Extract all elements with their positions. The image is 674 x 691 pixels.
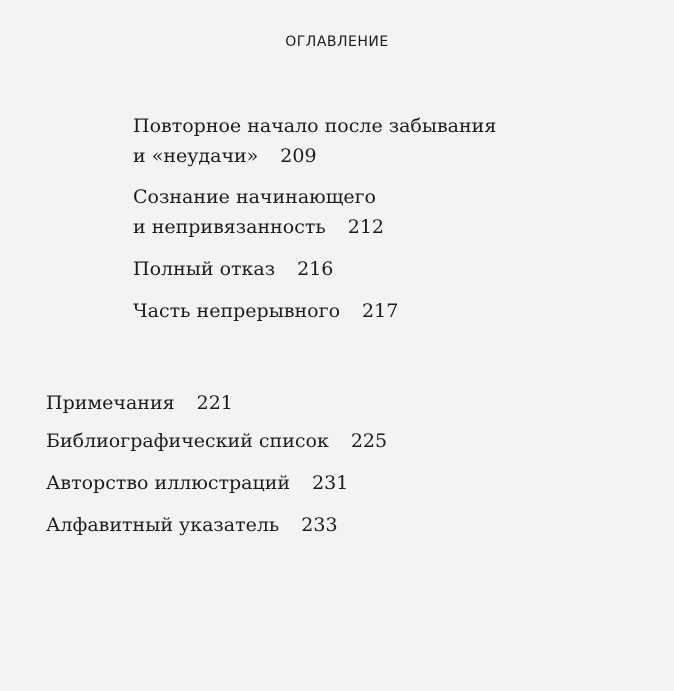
toc-entry: Авторство иллюстраций 231 [46,468,348,498]
toc-entry-title: Библиографический список [46,430,329,452]
toc-entry-title: и непривязанность [133,216,326,238]
toc-entry-title: Авторство иллюстраций [46,472,291,494]
toc-entry-title: Повторное начало после забывания [133,115,497,137]
toc-entry: Повторное начало после забывания и «неуд… [133,111,496,171]
toc-entry: Полный отказ 216 [133,254,333,284]
toc-entry-title: и «неудачи» [133,145,259,167]
toc-entry-title: Часть непрерывного [133,300,341,322]
toc-entry: Алфавитный указатель 233 [46,510,338,540]
toc-entry-title: Сознание начинающего [133,186,376,208]
toc-page-number: 217 [362,300,399,322]
toc-entry-title: Примечания [46,392,175,414]
toc-page-number: 231 [312,472,349,494]
toc-entry-title: Полный отказ [133,258,276,280]
toc-page-number: 209 [280,145,317,167]
toc-entry: Сознание начинающего и непривязанность 21… [133,182,384,242]
toc-page-number: 212 [347,216,385,238]
toc-entry-title: Алфавитный указатель [46,514,280,536]
toc-entry: Примечания 221 [46,388,233,418]
toc-page-number: 233 [301,514,338,536]
toc-entry: Библиографический список 225 [46,426,387,456]
toc-entry: Часть непрерывного 217 [133,296,398,326]
page-title: ОГЛАВЛЕНИЕ [285,34,389,50]
toc-page-number: 225 [350,430,388,452]
toc-page-number: 221 [196,392,233,414]
toc-page-number: 216 [297,258,334,280]
